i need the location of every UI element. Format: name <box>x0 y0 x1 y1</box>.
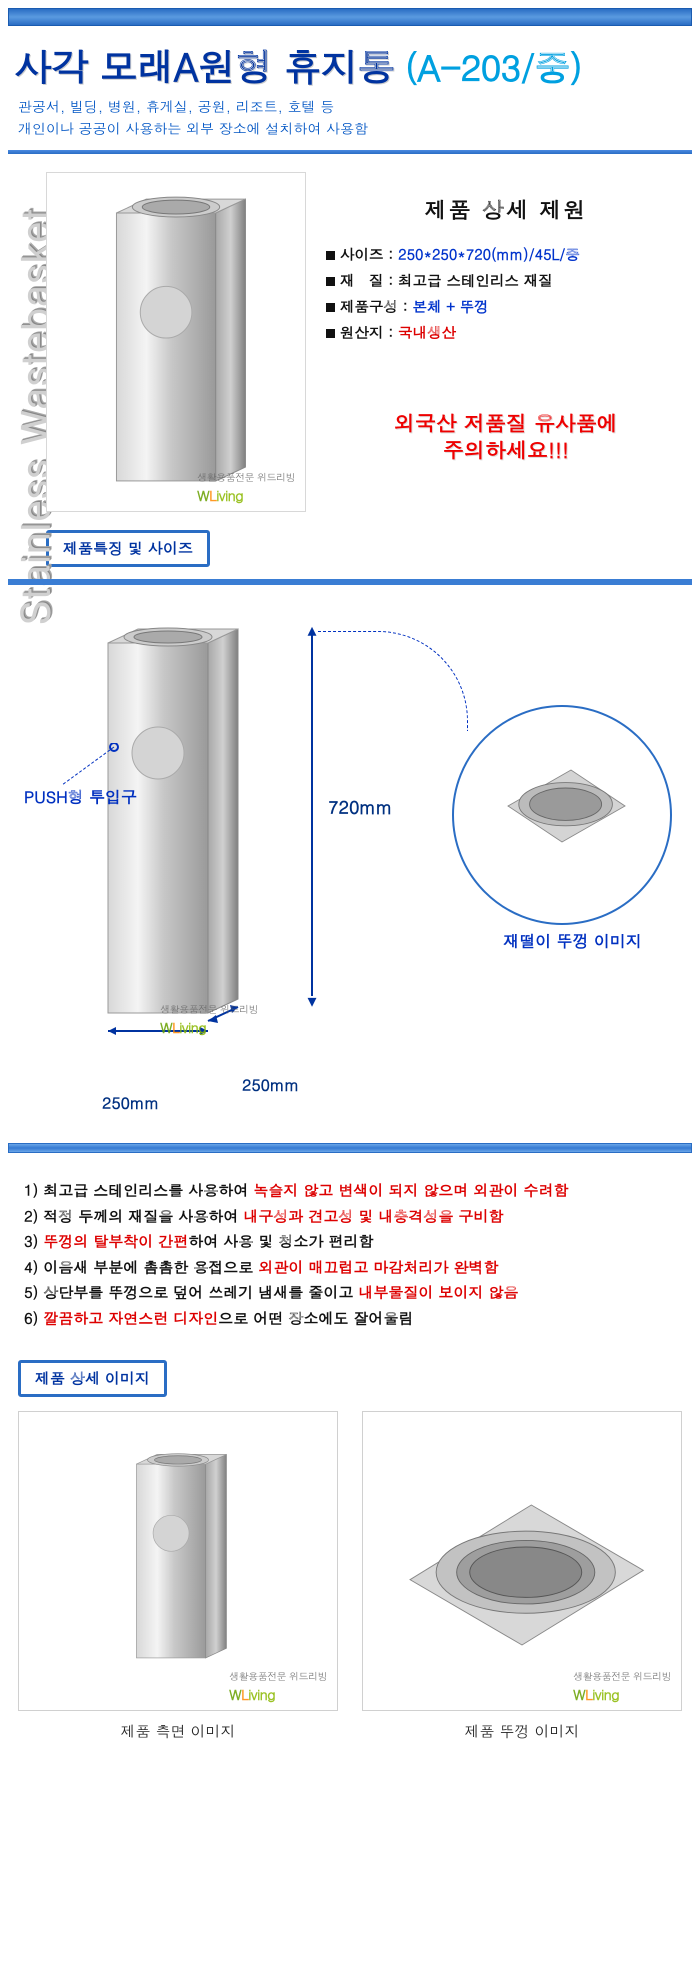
bin-illustration <box>47 173 305 511</box>
dim-width2-label: 250mm <box>242 1073 299 1096</box>
watermark: 생활용품전문 위드리빙 WLiving <box>197 465 295 505</box>
page-title: 사각 모래A원형 휴지통 <box>14 38 395 92</box>
ashtray-detail-image <box>452 705 672 925</box>
feature-item: 6) 깔끔하고 자연스런 디자인으로 어떤 장소에도 잘어울림 <box>24 1309 676 1329</box>
warning-text: 외국산 저품질 유사품에주의하세요!!! <box>326 409 686 464</box>
product-dim-image: 생활용품전문 위드리빙 WLiving <box>68 623 268 1043</box>
title-row: 사각 모래A원형 휴지통 (A-203/중) <box>0 38 700 92</box>
watermark: 생활용품전문 위드리빙 WLiving <box>229 1664 327 1704</box>
product-hero-image: 생활용품전문 위드리빙 WLiving <box>46 172 306 512</box>
dim-width1-label: 250mm <box>102 1091 159 1114</box>
watermark: 생활용품전문 위드리빙 WLiving <box>160 997 258 1037</box>
feature-item: 3) 뚜껑의 탈부착이 간편하여 사용 및 청소가 편리함 <box>24 1232 676 1252</box>
callout-arc <box>318 631 468 731</box>
section-overview: 생활용품전문 위드리빙 WLiving 제품 상세 제원 사이즈 : 250*2… <box>0 154 700 522</box>
subtitle-2: 개인이나 공공이 사용하는 외부 장소에 설치하여 사용함 <box>0 116 700 150</box>
dim-height-label: 720mm <box>328 795 393 820</box>
spec-row: 사이즈 : 250*250*720(mm)/45L/중 <box>326 245 686 265</box>
tab-features-size: 제품특징 및 사이즈 <box>46 530 210 567</box>
callout-line <box>58 743 158 793</box>
spec-row: 재 질 : 최고급 스테인리스 재질 <box>326 271 686 291</box>
subtitle-1: 관공서, 빌딩, 병원, 휴게실, 공원, 리조트, 호텔 등 <box>0 92 700 116</box>
detail-image-row: 생활용품전문 위드리빙 WLiving 제품 측면 이미지 생활용품전문 위드리… <box>0 1397 700 1756</box>
detail-caption-lid: 제품 뚜껑 이미지 <box>362 1711 682 1746</box>
detail-image-lid: 생활용품전문 위드리빙 WLiving <box>362 1411 682 1711</box>
detail-image-side: 생활용품전문 위드리빙 WLiving <box>18 1411 338 1711</box>
feature-item: 2) 적정 두께의 재질을 사용하여 내구성과 견고성 및 내충격성을 구비함 <box>24 1207 676 1227</box>
feature-list: 1) 최고급 스테인리스를 사용하여 녹슬지 않고 변색이 되지 않으며 외관이… <box>0 1171 700 1342</box>
feature-item: 1) 최고급 스테인리스를 사용하여 녹슬지 않고 변색이 되지 않으며 외관이… <box>24 1181 676 1201</box>
product-code: (A-203/중) <box>405 41 582 92</box>
spec-row: 제품구성 : 본체 + 뚜껑 <box>326 297 686 317</box>
feature-item: 4) 이음새 부분에 촘촘한 용접으로 외관이 매끄럽고 마감처리가 완벽함 <box>24 1258 676 1278</box>
spec-panel: 제품 상세 제원 사이즈 : 250*250*720(mm)/45L/중 재 질… <box>326 172 686 512</box>
header-gradient-bar <box>8 8 692 26</box>
divider-bar <box>8 1143 692 1153</box>
feature-item: 5) 상단부를 뚜껑으로 덮어 쓰레기 냄새를 줄이고 내부물질이 보이지 않음 <box>24 1283 676 1303</box>
section-dimensions: 생활용품전문 위드리빙 WLiving PUSH형 투입구 ▴▾ 720mm 2… <box>8 579 692 1119</box>
detail-caption-side: 제품 측면 이미지 <box>18 1711 338 1746</box>
tab-detail-images: 제품 상세 이미지 <box>18 1360 167 1397</box>
spec-row: 원산지 : 국내생산 <box>326 323 686 343</box>
spec-title: 제품 상세 제원 <box>326 194 686 225</box>
ashtray-label: 재떨이 뚜껑 이미지 <box>503 929 642 952</box>
watermark: 생활용품전문 위드리빙 WLiving <box>573 1664 671 1704</box>
